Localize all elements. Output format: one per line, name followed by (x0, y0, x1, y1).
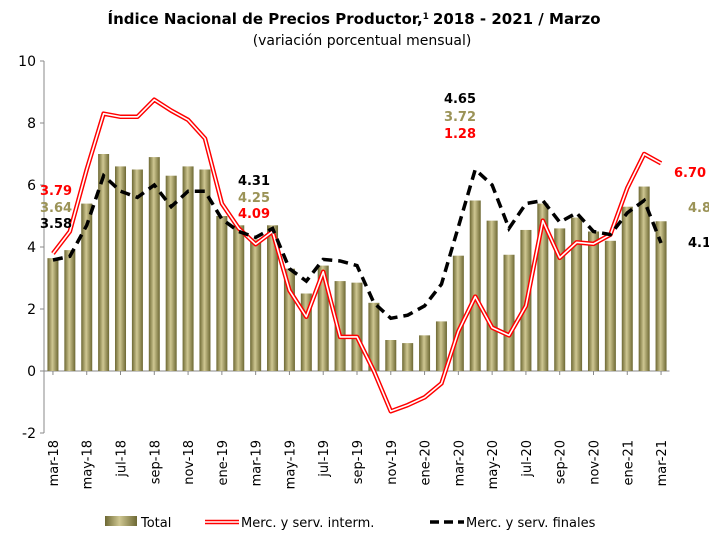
bar (419, 335, 431, 371)
x-tick-label: sep-19 (351, 440, 366, 484)
data-label: 3.64 (40, 201, 72, 216)
x-tick-label: sep-20 (554, 440, 569, 484)
data-label: 4.13 (688, 236, 709, 251)
data-label: 4.31 (238, 174, 270, 189)
x-tick-label: ene-21 (621, 440, 636, 485)
bar (587, 231, 599, 371)
bar (283, 268, 295, 371)
bar (638, 186, 650, 371)
data-label: 3.72 (444, 110, 476, 125)
y-tick-label: 4 (27, 240, 36, 256)
x-tick-label: mar-20 (452, 440, 467, 486)
bar (165, 175, 177, 371)
legend-label: Merc. y serv. finales (466, 516, 596, 531)
title-footnote: 1 (423, 12, 429, 22)
x-tick-label: jul-19 (317, 440, 332, 478)
bar (300, 293, 312, 371)
y-tick-label: -2 (22, 426, 36, 442)
x-tick-label: mar-21 (655, 440, 670, 486)
bar (317, 265, 329, 371)
title-suffix: 2018 - 2021 / Marzo (433, 10, 601, 28)
x-tick-label: nov-18 (182, 440, 197, 485)
x-tick-label: may-18 (81, 440, 96, 489)
y-tick-label: 6 (27, 178, 36, 194)
legend-label: Merc. y serv. interm. (241, 516, 374, 531)
bar (435, 321, 447, 371)
x-tick-label: mar-18 (47, 440, 62, 486)
bar (115, 166, 127, 371)
legend-label: Total (140, 516, 171, 531)
bar (452, 255, 464, 371)
bar (402, 343, 414, 371)
bar (621, 206, 633, 371)
bar (64, 250, 76, 371)
chart-title: Índice Nacional de Precios Productor,1 20… (107, 9, 600, 28)
bar (47, 258, 59, 371)
y-tick-label: 0 (27, 364, 36, 380)
bar (131, 169, 143, 371)
bar (571, 217, 583, 371)
x-tick-label: nov-19 (385, 440, 400, 485)
x-tick-label: may-19 (283, 440, 298, 489)
bar (655, 221, 667, 371)
line-inner (52, 98, 662, 413)
bar (199, 169, 211, 371)
bar (503, 254, 515, 371)
data-label: 4.65 (444, 92, 476, 107)
bar (385, 340, 397, 371)
bar (182, 166, 194, 371)
y-tick-label: 10 (18, 54, 36, 70)
bar (250, 239, 262, 371)
data-label: 3.58 (40, 217, 72, 232)
data-label: 1.28 (444, 127, 476, 142)
bar (537, 203, 549, 371)
bar (368, 302, 380, 371)
chart-subtitle: (variación porcentual mensual) (253, 33, 472, 49)
x-tick-label: jul-20 (520, 440, 535, 478)
data-label: 4.25 (238, 191, 270, 206)
bar (267, 225, 279, 371)
x-tick-label: mar-19 (250, 440, 265, 486)
bar (486, 220, 498, 371)
bar (148, 157, 160, 371)
y-tick-label: 8 (27, 116, 36, 132)
x-tick-label: nov-20 (587, 440, 602, 485)
bar (604, 240, 616, 371)
bar (98, 154, 110, 371)
data-label: 4.09 (238, 207, 270, 222)
title-main: Índice Nacional de Precios Productor, (107, 9, 422, 28)
bar (216, 216, 228, 371)
y-tick-label: 2 (27, 302, 36, 318)
bar (554, 228, 566, 371)
bar (351, 282, 363, 371)
x-tick-label: ene-19 (216, 440, 231, 485)
data-label: 3.79 (40, 184, 72, 199)
bar (469, 200, 481, 371)
x-tick-label: sep-18 (148, 440, 163, 484)
x-tick-label: ene-20 (419, 440, 434, 485)
bar (233, 225, 245, 371)
legend-swatch (105, 516, 137, 526)
bar (334, 281, 346, 371)
x-tick-label: jul-18 (115, 440, 130, 478)
data-label: 6.70 (674, 166, 706, 181)
data-label: 4.83 (688, 201, 709, 216)
x-tick-label: may-20 (486, 440, 501, 489)
line (52, 166, 663, 321)
bar (81, 203, 93, 371)
